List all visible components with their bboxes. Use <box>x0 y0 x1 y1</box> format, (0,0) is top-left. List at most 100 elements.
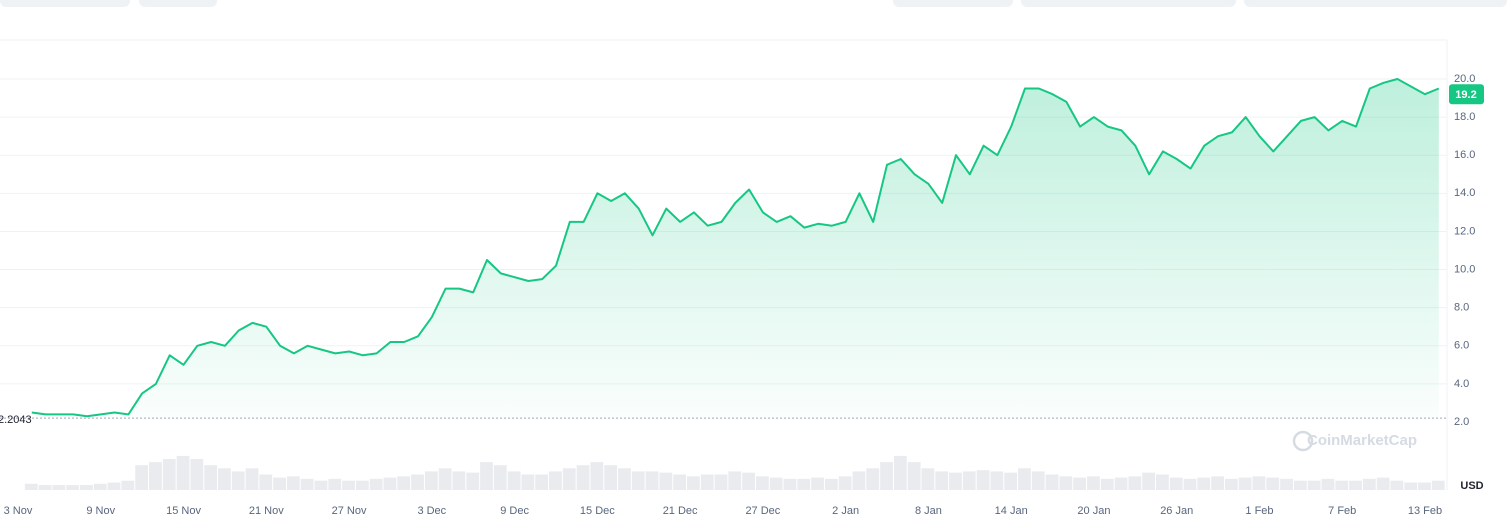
toolbar-button[interactable] <box>1244 0 1507 7</box>
volume-bar <box>1197 477 1211 490</box>
x-tick-label: 9 Nov <box>86 505 115 517</box>
volume-bar <box>893 455 907 490</box>
x-tick-label: 3 Dec <box>417 505 446 517</box>
volume-bar <box>1059 476 1073 490</box>
volume-bar <box>990 471 1004 490</box>
volume-bar <box>1280 478 1293 490</box>
volume-bar <box>1404 482 1418 490</box>
volume-bar <box>604 465 618 490</box>
volume-bar <box>687 476 700 490</box>
y-tick-label: 4.0 <box>1454 378 1469 390</box>
toolbar-button[interactable] <box>893 0 1013 7</box>
x-tick-label: 15 Dec <box>580 505 615 517</box>
volume-bar <box>1293 480 1307 490</box>
volume-bar <box>880 462 893 490</box>
volume-bar <box>852 471 866 490</box>
x-tick-label: 9 Dec <box>500 505 529 517</box>
volume-bar <box>866 468 880 490</box>
volume-bar <box>135 465 149 490</box>
volume-bar <box>590 462 604 490</box>
volume-bar <box>342 480 355 490</box>
x-tick-label: 15 Nov <box>166 505 201 517</box>
volume-bar <box>631 471 645 490</box>
volume-bar <box>424 471 438 490</box>
watermark: CoinMarketCap <box>1307 432 1417 449</box>
volume-bar <box>383 477 397 490</box>
volume-bar <box>618 468 631 490</box>
volume-bar <box>949 472 962 490</box>
volume-bar <box>976 470 990 490</box>
volume-bar <box>507 471 521 490</box>
volume-bar <box>1004 472 1018 490</box>
volume-bar <box>176 455 190 490</box>
volume-bar <box>369 478 383 490</box>
volume-bar <box>328 478 342 490</box>
volume-bar <box>273 477 286 490</box>
volume-bar <box>107 482 121 490</box>
volume-bar <box>245 468 259 490</box>
volume-bar <box>218 468 231 490</box>
volume-bar <box>162 459 176 490</box>
volume-bar <box>1073 477 1087 490</box>
x-tick-label: 27 Dec <box>745 505 780 517</box>
volume-bar <box>1142 472 1156 490</box>
volume-bar <box>204 465 218 490</box>
volume-bar <box>838 476 852 490</box>
volume-bar <box>493 465 507 490</box>
y-tick-label: 18.0 <box>1454 111 1475 123</box>
volume-bar <box>397 476 411 490</box>
volume-bar <box>466 472 480 490</box>
price-badge-label: 19.2 <box>1455 89 1476 101</box>
toolbar-button[interactable] <box>1021 0 1236 7</box>
volume-bar <box>80 485 93 490</box>
volume-bar <box>549 471 562 490</box>
volume-bar <box>1252 476 1266 490</box>
y-tick-label: 6.0 <box>1454 340 1469 352</box>
volume-bar <box>1362 478 1376 490</box>
currency-label: USD <box>1460 480 1483 492</box>
x-tick-label: 14 Jan <box>995 505 1028 517</box>
x-tick-label: 26 Jan <box>1160 505 1193 517</box>
volume-bar <box>1307 480 1321 490</box>
volume-bar <box>1266 477 1280 490</box>
volume-bar <box>907 462 921 490</box>
volume-bar <box>1031 471 1045 490</box>
toolbar-button[interactable] <box>139 0 217 7</box>
volume-bar <box>728 471 742 490</box>
y-tick-label: 14.0 <box>1454 187 1475 199</box>
volume-bar <box>452 471 466 490</box>
volume-bar <box>811 477 824 490</box>
volume-bar <box>1100 478 1114 490</box>
volume-bar <box>190 459 204 490</box>
baseline-label: 2.2043 <box>0 414 32 426</box>
volume-bar <box>659 472 673 490</box>
y-tick-label: 20.0 <box>1454 73 1475 85</box>
volume-bar <box>1335 480 1349 490</box>
volume-bar <box>1169 477 1183 490</box>
volume-bar <box>1128 476 1142 490</box>
price-area <box>31 79 1439 419</box>
volume-bar <box>259 474 273 490</box>
volume-bar <box>521 474 535 490</box>
price-badge <box>1449 84 1484 105</box>
volume-bar <box>824 478 838 490</box>
volume-bar <box>1321 478 1335 490</box>
volume-bar <box>300 478 314 490</box>
volume-bar <box>1183 478 1197 490</box>
volume-bar <box>1156 474 1169 490</box>
volume-bar <box>1018 468 1031 490</box>
x-tick-label: 7 Feb <box>1328 505 1356 517</box>
x-tick-label: 21 Nov <box>249 505 284 517</box>
y-tick-label: 10.0 <box>1454 263 1475 275</box>
volume-bar <box>66 485 80 490</box>
x-tick-label: 13 Feb <box>1408 505 1442 517</box>
toolbar-button[interactable] <box>0 0 130 7</box>
volume-bar <box>700 474 714 490</box>
x-tick-label: 1 Feb <box>1245 505 1273 517</box>
volume-bar <box>1114 477 1128 490</box>
x-tick-label: 27 Nov <box>332 505 367 517</box>
volume-bar <box>769 477 783 490</box>
volume-bar <box>1238 477 1252 490</box>
y-tick-label: 2.0 <box>1454 416 1469 428</box>
